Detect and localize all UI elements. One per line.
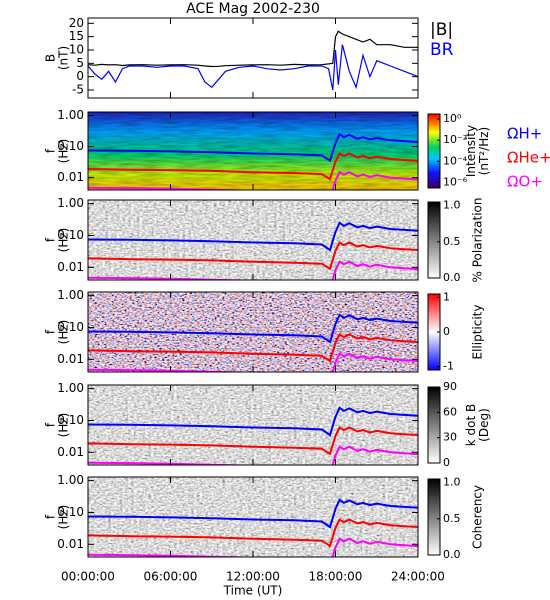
gyrofrequency-line — [88, 132, 418, 163]
y-tick-label: 0.10 — [57, 505, 84, 519]
legend-label: ΩHe+ — [507, 149, 550, 167]
colorbar-tick-label: 10⁰ — [443, 112, 462, 125]
data-line — [88, 44, 418, 91]
colorbar-tick-label: 10⁻² — [443, 133, 467, 146]
y-axis-label: (nT) — [57, 46, 71, 70]
y-axis-label: f — [44, 148, 58, 153]
colorbar-label: Ellipticity — [471, 305, 485, 360]
y-tick-label: 0.01 — [57, 445, 84, 459]
gyrofrequency-line — [88, 333, 418, 363]
plot-frame — [87, 17, 419, 99]
y-axis-label: B — [44, 54, 58, 62]
gyrofrequency-line — [88, 241, 418, 271]
colorbar-tick-label: 30 — [443, 431, 457, 444]
x-tick-label: 24:00:00 — [391, 570, 445, 584]
gyrofrequency-line — [88, 518, 418, 548]
y-tick-label: 0.01 — [57, 170, 84, 184]
x-axis-label: Time (UT) — [223, 584, 283, 598]
colorbar-label: (nT²/Hz) — [477, 127, 491, 175]
colorbar — [427, 113, 441, 189]
y-axis-label: (Hz) — [57, 139, 71, 164]
colorbar-tick-label: 0.0 — [443, 271, 461, 284]
y-tick-label: 20 — [69, 16, 84, 30]
colorbar — [427, 478, 441, 556]
legend-label: ΩH+ — [507, 125, 542, 143]
colorbar-tick-label: 0.0 — [443, 548, 461, 561]
y-tick-label: 1.00 — [57, 196, 84, 210]
y-tick-label: 5 — [76, 56, 84, 70]
y-tick-label: 1.00 — [57, 381, 84, 395]
legend-label: ΩO+ — [507, 173, 543, 191]
y-tick-label: 0.01 — [57, 260, 84, 274]
y-tick-label: 15 — [69, 29, 84, 43]
y-tick-label: 0.10 — [57, 228, 84, 242]
y-tick-label: 10 — [69, 43, 84, 57]
gyrofrequency-line — [88, 313, 418, 344]
legend-label: BR — [430, 40, 454, 60]
y-tick-label: -5 — [72, 83, 84, 97]
colorbar-tick-label: 0 — [443, 325, 450, 338]
colorbar — [427, 201, 441, 279]
gyrofrequency-line — [88, 221, 418, 252]
colorbar-label: Coherency — [471, 485, 485, 549]
y-axis-label: (Hz) — [57, 505, 71, 530]
colorbar-tick-label: 0.5 — [443, 512, 461, 525]
y-axis-label: (Hz) — [57, 320, 71, 345]
y-tick-label: 1.00 — [57, 473, 84, 487]
gyrofrequency-line — [88, 498, 418, 529]
y-tick-label: 0.10 — [57, 413, 84, 427]
y-tick-label: 0.10 — [57, 320, 84, 334]
colorbar-tick-label: 1.0 — [443, 199, 461, 212]
colorbar-label: (Deg) — [477, 408, 491, 442]
y-tick-label: 1.00 — [57, 108, 84, 122]
y-axis-label: f — [44, 514, 58, 519]
data-line — [88, 30, 418, 68]
colorbar-label: % Polarization — [471, 198, 485, 283]
x-tick-label: 06:00:00 — [144, 570, 198, 584]
colorbar-tick-label: 0.5 — [443, 235, 461, 248]
colorbar-label: k dot B — [464, 404, 478, 446]
chart-title: ACE Mag 2002-230 — [186, 1, 320, 17]
y-axis-label: (Hz) — [57, 413, 71, 438]
y-tick-label: 0 — [76, 69, 84, 83]
colorbar-tick-label: 0 — [443, 456, 450, 469]
legend-label: |B| — [430, 20, 453, 40]
colorbar-tick-label: 90 — [443, 380, 457, 393]
colorbar-tick-label: 10⁻⁶ — [443, 175, 468, 188]
y-tick-label: 0.01 — [57, 537, 84, 551]
gyrofrequency-line — [88, 426, 418, 456]
colorbar-tick-label: 60 — [443, 405, 457, 418]
colorbar — [427, 386, 441, 464]
x-tick-label: 18:00:00 — [309, 570, 363, 584]
y-tick-label: 0.01 — [57, 352, 84, 366]
colorbar-tick-label: -1 — [443, 360, 454, 373]
y-axis-label: (Hz) — [57, 228, 71, 253]
x-tick-label: 00:00:00 — [61, 570, 115, 584]
x-tick-label: 12:00:00 — [226, 570, 280, 584]
colorbar-tick-label: 1 — [443, 290, 450, 303]
y-axis-label: f — [44, 237, 58, 242]
gyrofrequency-line — [88, 406, 418, 437]
colorbar-tick-label: 1.0 — [443, 476, 461, 489]
colorbar-label: Intensity — [464, 125, 478, 177]
y-axis-label: f — [44, 329, 58, 334]
y-tick-label: 1.00 — [57, 288, 84, 302]
colorbar-tick-label: 10⁻⁴ — [443, 154, 468, 167]
gyrofrequency-line — [88, 152, 418, 181]
y-tick-label: 0.10 — [57, 139, 84, 153]
y-axis-label: f — [44, 422, 58, 427]
